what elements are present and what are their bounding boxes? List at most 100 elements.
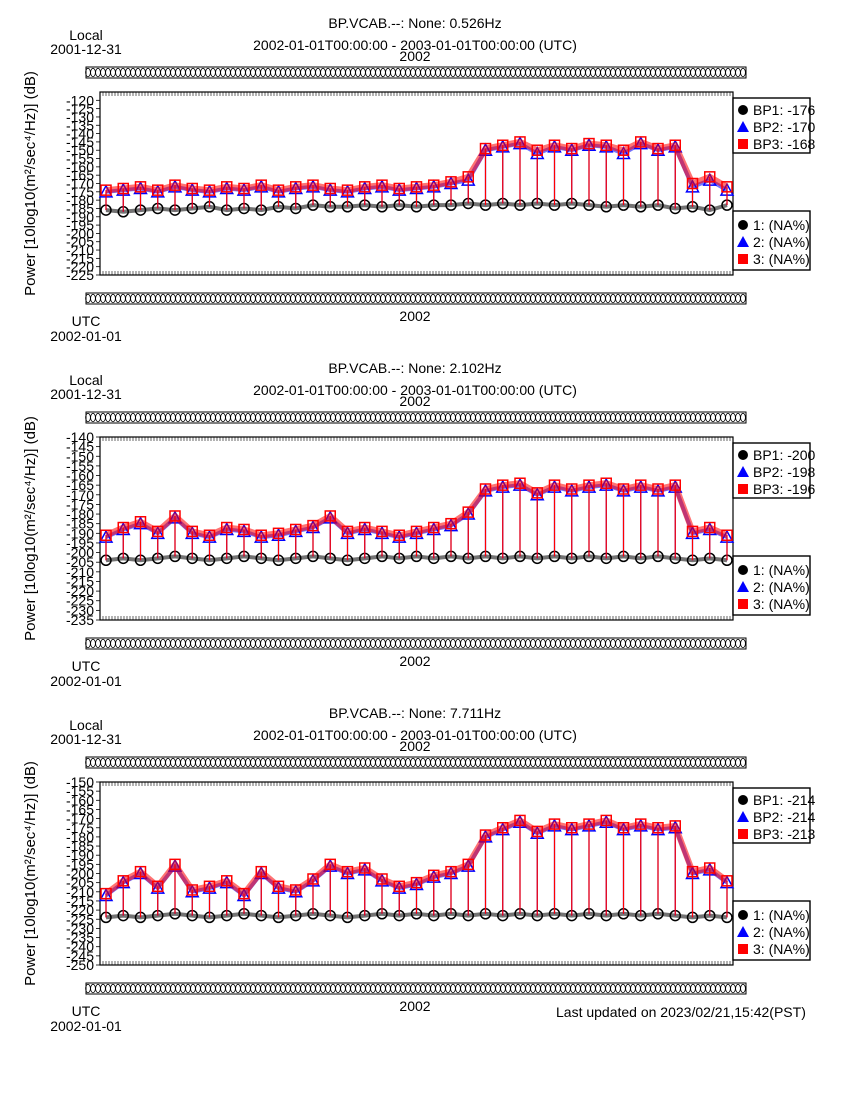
legend-percent: 1: (NA%)2: (NA%)3: (NA%) bbox=[732, 555, 811, 616]
legend-percent: 1: (NA%)2: (NA%)3: (NA%) bbox=[732, 900, 811, 961]
legend-square-marker bbox=[738, 484, 748, 494]
legend-percent-label: 3: (NA%) bbox=[753, 596, 810, 612]
chart-subtitle: 2002-01-01T00:00:00 - 2003-01-01T00:00:0… bbox=[253, 37, 577, 53]
legend-median-label: BP1: -214 bbox=[753, 792, 815, 808]
y-tick-label: -145 bbox=[66, 134, 94, 150]
y-axis-label: Power [10log10(m²/sec⁴/Hz)] (dB) bbox=[22, 761, 39, 986]
y-tick-label: -185 bbox=[66, 838, 94, 854]
local-label: Local bbox=[69, 27, 102, 43]
legend-median-label: BP2: -170 bbox=[753, 119, 815, 135]
series-bp3 bbox=[100, 477, 733, 561]
y-tick-label: -245 bbox=[66, 948, 94, 964]
bottom-axis-year: 2002 bbox=[399, 998, 430, 1014]
y-tick-label: -200 bbox=[66, 545, 94, 561]
y-tick-label: -220 bbox=[66, 259, 94, 275]
y-tick-label: -225 bbox=[66, 911, 94, 927]
y-tick-label: -240 bbox=[66, 939, 94, 955]
legend-circle-marker bbox=[738, 220, 748, 230]
top-axis-year: 2002 bbox=[399, 48, 430, 64]
chart-title: BP.VCAB.--: None: 0.526Hz bbox=[328, 15, 501, 31]
y-tick-label: -205 bbox=[66, 234, 94, 250]
y-tick-label: -210 bbox=[66, 884, 94, 900]
legend-median-label: BP3: -213 bbox=[753, 826, 815, 842]
legend-percent-label: 1: (NA%) bbox=[753, 562, 810, 578]
legend-triangle-marker bbox=[737, 236, 749, 247]
legend-median-label: BP2: -214 bbox=[753, 809, 815, 825]
y-tick-label: -150 bbox=[66, 142, 94, 158]
top-axis-year: 2002 bbox=[399, 738, 430, 754]
y-tick-label: -220 bbox=[66, 583, 94, 599]
y-tick-label: -165 bbox=[66, 477, 94, 493]
tick-band-mark bbox=[740, 757, 746, 768]
top-date-tick-band bbox=[85, 66, 747, 79]
local-date: 2001-12-31 bbox=[50, 386, 122, 402]
y-tick-label: -180 bbox=[66, 506, 94, 522]
y-tick-label: -205 bbox=[66, 554, 94, 570]
y-tick-label: -180 bbox=[66, 192, 94, 208]
legend-percent-label: 2: (NA%) bbox=[753, 234, 810, 250]
bottom-axis-year: 2002 bbox=[399, 653, 430, 669]
y-tick-label: -155 bbox=[66, 783, 94, 799]
last-updated-text: Last updated on 2023/02/21,15:42(PST) bbox=[556, 1004, 806, 1020]
series-line bbox=[104, 817, 729, 898]
legend-median-label: BP1: -176 bbox=[753, 102, 815, 118]
y-tick-label: -155 bbox=[66, 151, 94, 167]
y-axis-label: Power [10log10(m²/sec⁴/Hz)] (dB) bbox=[22, 71, 39, 296]
legend-square-marker bbox=[738, 944, 748, 954]
tick-band-mark bbox=[740, 638, 746, 649]
legend-percent-label: 3: (NA%) bbox=[753, 251, 810, 267]
y-tick-label: -200 bbox=[66, 866, 94, 882]
legend-percent-label: 1: (NA%) bbox=[753, 907, 810, 923]
chart-subtitle: 2002-01-01T00:00:00 - 2003-01-01T00:00:0… bbox=[253, 382, 577, 398]
y-tick-label: -130 bbox=[66, 109, 94, 125]
y-tick-label: -250 bbox=[66, 957, 94, 973]
utc-label: UTC bbox=[72, 313, 101, 329]
legend-percent-label: 2: (NA%) bbox=[753, 924, 810, 940]
y-tick-label: -170 bbox=[66, 811, 94, 827]
legend-median-label: BP3: -168 bbox=[753, 136, 815, 152]
y-tick-label: -235 bbox=[66, 930, 94, 946]
y-tick-label: -155 bbox=[66, 458, 94, 474]
plot-area bbox=[99, 781, 734, 966]
y-tick-label: -160 bbox=[66, 159, 94, 175]
y-tick-label: -175 bbox=[66, 184, 94, 200]
legend-median-label: BP3: -196 bbox=[753, 481, 815, 497]
y-tick-label: -230 bbox=[66, 920, 94, 936]
legend-circle-marker bbox=[738, 795, 748, 805]
y-tick-label: -160 bbox=[66, 468, 94, 484]
tick-band-mark bbox=[740, 67, 746, 78]
legend-square-marker bbox=[738, 829, 748, 839]
bottom-axis-year: 2002 bbox=[399, 308, 430, 324]
y-tick-label: -230 bbox=[66, 602, 94, 618]
tick-band-mark bbox=[740, 983, 746, 994]
utc-date: 2002-01-01 bbox=[50, 673, 122, 689]
y-axis-label: Power [10log10(m²/sec⁴/Hz)] (dB) bbox=[22, 416, 39, 641]
legend-triangle-marker bbox=[737, 926, 749, 937]
y-tick-label: -140 bbox=[66, 126, 94, 142]
top-axis-year: 2002 bbox=[399, 393, 430, 409]
y-tick-label: -190 bbox=[66, 525, 94, 541]
data-point bbox=[152, 880, 164, 893]
legend-square-marker bbox=[738, 599, 748, 609]
y-tick-label: -175 bbox=[66, 496, 94, 512]
legend-triangle-marker bbox=[737, 811, 749, 822]
y-tick-label: -185 bbox=[66, 200, 94, 216]
y-tick-label: -215 bbox=[66, 893, 94, 909]
legend-circle-marker bbox=[738, 450, 748, 460]
chart-title: BP.VCAB.--: None: 2.102Hz bbox=[328, 360, 501, 376]
series-line bbox=[104, 480, 729, 539]
bottom-date-tick-band bbox=[85, 982, 747, 995]
series-bp3 bbox=[100, 136, 733, 212]
y-tick-label: -215 bbox=[66, 573, 94, 589]
bottom-date-tick-band bbox=[85, 637, 747, 650]
y-tick-label: -215 bbox=[66, 250, 94, 266]
local-label: Local bbox=[69, 372, 102, 388]
chart-subtitle: 2002-01-01T00:00:00 - 2003-01-01T00:00:0… bbox=[253, 727, 577, 743]
y-tick-label: -170 bbox=[66, 176, 94, 192]
y-tick-label: -170 bbox=[66, 487, 94, 503]
y-tick-label: -145 bbox=[66, 439, 94, 455]
y-tick-label: -210 bbox=[66, 564, 94, 580]
